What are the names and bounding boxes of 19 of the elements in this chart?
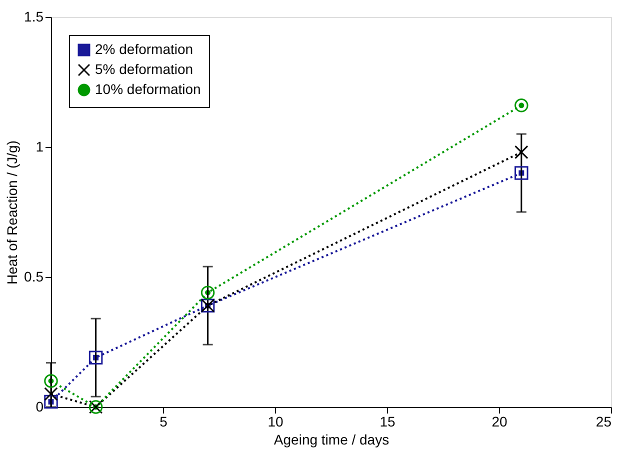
point	[88, 350, 103, 364]
legend-label: 5% deformation	[95, 61, 194, 77]
y-tick-label: 1.5	[24, 8, 44, 24]
x-tick-label: 25	[596, 414, 612, 430]
x-tick-label: 5	[160, 414, 168, 430]
x-tick-label: 15	[380, 414, 396, 430]
point	[514, 166, 528, 180]
point	[44, 387, 58, 401]
x-tick-label: 20	[492, 414, 508, 430]
y-tick-label: 1	[36, 138, 44, 154]
x-tick-label: 10	[268, 414, 284, 430]
point	[514, 145, 528, 160]
y-axis-title: Heat of Reaction / (J/g)	[4, 140, 20, 284]
legend-label: 10% deformation	[95, 81, 201, 97]
y-tick-label: 0.5	[24, 268, 44, 284]
y-tick-label: 0	[36, 398, 44, 414]
x-axis-title: Ageing time / days	[274, 432, 390, 448]
point	[514, 98, 528, 112]
legend-label: 2% deformation	[95, 41, 194, 57]
